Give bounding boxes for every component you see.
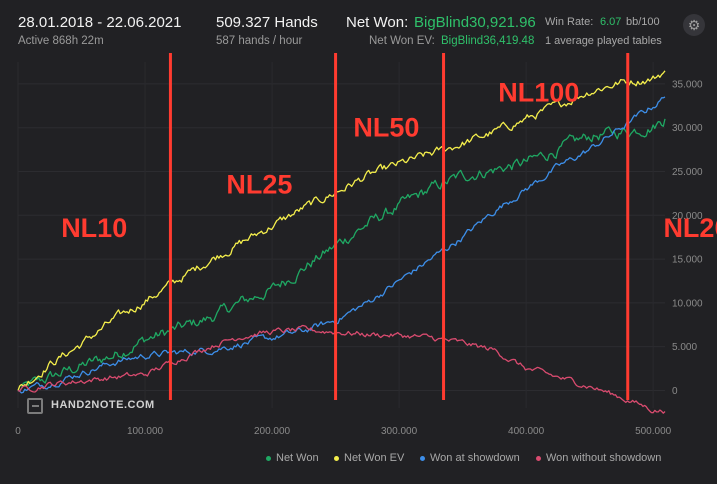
zone-label-nl200: NL200 (663, 213, 717, 243)
gear-icon[interactable]: ⚙ (683, 14, 705, 36)
win-rate-unit: bb/100 (626, 16, 660, 28)
x-axis-ticks: 0 100.000 200.000 300.000 400.000 500.000 (15, 426, 671, 437)
x-tick-label: 200.000 (254, 426, 291, 437)
legend-net-won[interactable]: Net Won (266, 452, 319, 464)
zone-label-nl25: NL25 (226, 169, 292, 199)
x-tick-label: 0 (15, 426, 21, 437)
x-tick-label: 500.000 (635, 426, 672, 437)
hand2note-logo-text: HAND2NOTE.COM (51, 399, 155, 411)
x-tick-label: 100.000 (127, 426, 164, 437)
legend-net-won-ev[interactable]: Net Won EV (334, 452, 404, 464)
limit-divider-lines (168, 53, 630, 400)
series-line-net-won (17, 118, 666, 392)
legend-won-showdown[interactable]: Won at showdown (420, 452, 520, 464)
y-tick-label: 15.000 (672, 255, 703, 266)
win-rate-label: Win Rate: (545, 16, 594, 28)
series-line-net-won-ev (17, 70, 666, 391)
avg-tables: 1 average played tables (545, 35, 662, 47)
stats-header: 28.01.2018 - 22.06.2021 Active 868h 22m … (0, 0, 717, 56)
legend-won-showdown-dot (420, 455, 425, 461)
chart-grid (17, 62, 665, 408)
date-range: 28.01.2018 - 22.06.2021 (18, 14, 182, 31)
y-tick-label: 0 (672, 386, 678, 397)
win-rate-value: 6.07 (600, 16, 622, 28)
series-line-won-without-showdown (17, 324, 666, 414)
legend-net-won-ev-dot (334, 455, 339, 461)
legend-won-without-showdown-dot (536, 455, 541, 461)
net-won-ev-label: Net Won EV: (369, 35, 435, 47)
chart-legend: Net Won Net Won EV Won at showdown Won w… (0, 452, 717, 468)
y-tick-label: 5.000 (672, 342, 697, 353)
x-tick-label: 400.000 (508, 426, 545, 437)
legend-net-won-dot (266, 455, 271, 461)
net-won-ev-value: BigBlind36,419.48 (441, 35, 535, 47)
active-time: Active 868h 22m (18, 35, 104, 47)
zone-label-nl50: NL50 (353, 112, 419, 142)
net-won-value: BigBlind30,921.96 (414, 14, 536, 31)
chart-series (17, 70, 666, 414)
legend-won-without-showdown[interactable]: Won without showdown (536, 452, 661, 464)
y-tick-label: 25.000 (672, 167, 703, 178)
zone-label-nl100: NL100 (498, 77, 579, 107)
y-axis-ticks: 0 5.000 10.000 15.000 20.000 25.000 30.000 35.0… (672, 79, 703, 397)
series-line-won-showdown (17, 96, 666, 394)
hand2note-logo-icon (27, 398, 43, 414)
x-tick-label: 300.000 (381, 426, 418, 437)
y-tick-label: 10.000 (672, 298, 703, 309)
y-tick-label: 20.000 (672, 211, 703, 222)
net-won-label: Net Won: (346, 14, 409, 31)
y-tick-label: 35.000 (672, 79, 703, 90)
hands-count: 509.327 Hands (216, 14, 318, 31)
zone-label-nl10: NL10 (61, 213, 127, 243)
hands-per-hour: 587 hands / hour (216, 35, 303, 47)
limit-zone-labels: NL10 NL25 NL50 NL100 NL200 (61, 77, 717, 243)
y-tick-label: 30.000 (672, 123, 703, 134)
